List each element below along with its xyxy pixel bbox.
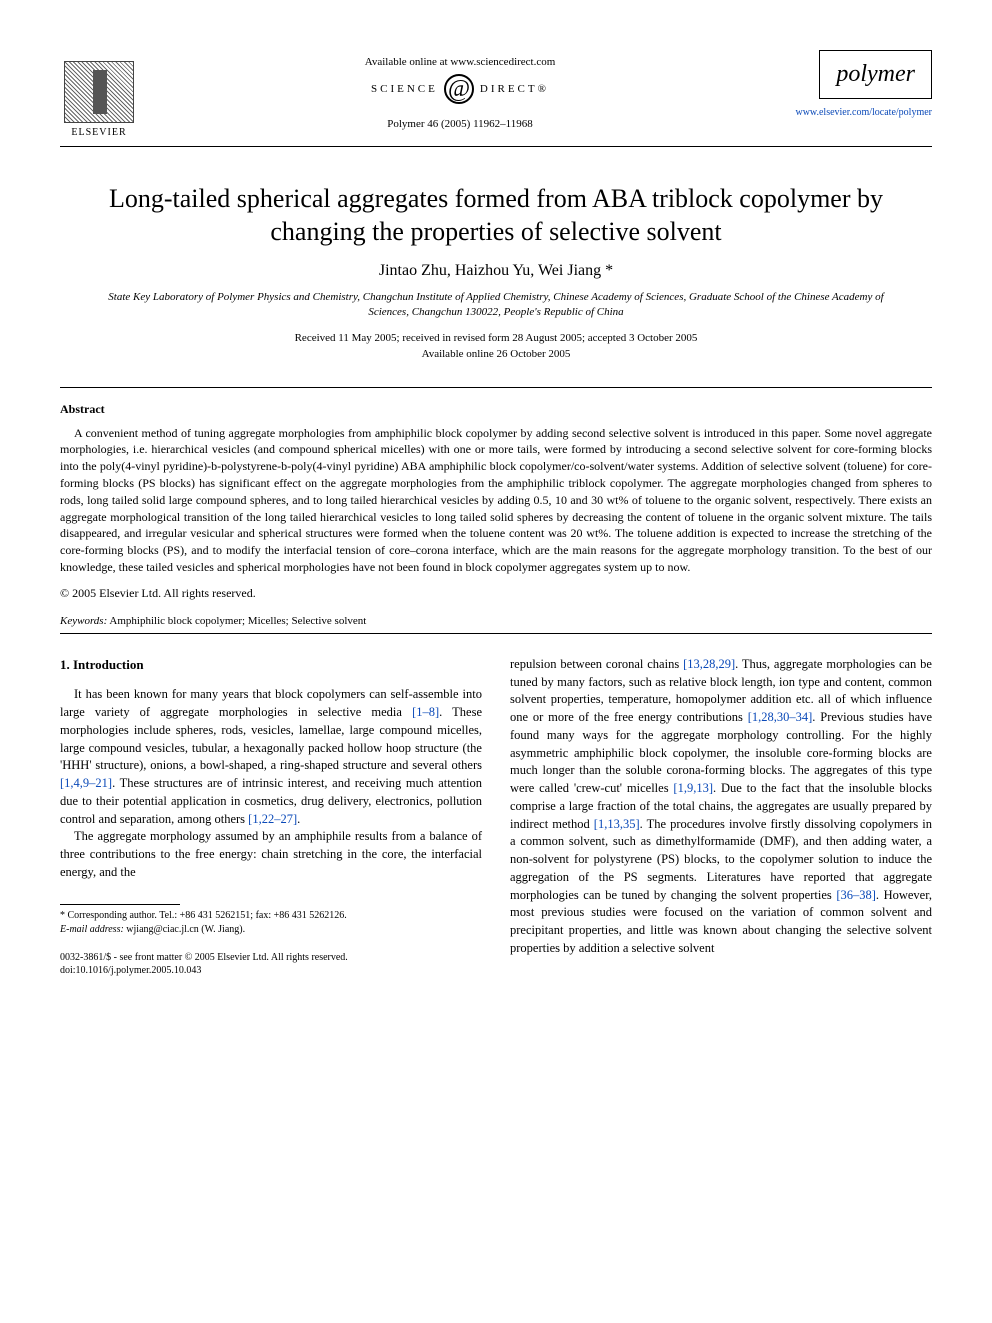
ref-link[interactable]: [1,13,35] — [594, 817, 640, 831]
keywords-rule — [60, 633, 932, 634]
abstract-heading: Abstract — [60, 402, 932, 417]
footer-doi: doi:10.1016/j.polymer.2005.10.043 — [60, 964, 482, 978]
right-column: repulsion between coronal chains [13,28,… — [510, 656, 932, 978]
available-date: Available online 26 October 2005 — [60, 346, 932, 363]
journal-reference: Polymer 46 (2005) 11962–11968 — [138, 118, 782, 130]
corresponding-footnote: * Corresponding author. Tel.: +86 431 52… — [60, 909, 482, 937]
page-footer: 0032-3861/$ - see front matter © 2005 El… — [60, 951, 482, 978]
journal-brand-box: polymer www.elsevier.com/locate/polymer — [782, 50, 932, 118]
body-columns: 1. Introduction It has been known for ma… — [60, 656, 932, 978]
elsevier-logo: ELSEVIER — [60, 50, 138, 138]
abstract-text: A convenient method of tuning aggregate … — [60, 425, 932, 576]
ref-link[interactable]: [1,28,30–34] — [748, 710, 813, 724]
journal-url-link[interactable]: www.elsevier.com/locate/polymer — [782, 107, 932, 118]
header-rule — [60, 146, 932, 147]
sciencedirect-right: DIRECT® — [480, 83, 549, 95]
center-header: Available online at www.sciencedirect.co… — [138, 50, 782, 130]
ref-link[interactable]: [1,9,13] — [673, 781, 713, 795]
elsevier-tree-icon — [64, 61, 134, 123]
intro-heading: 1. Introduction — [60, 656, 482, 674]
abstract-copyright: © 2005 Elsevier Ltd. All rights reserved… — [60, 586, 932, 601]
left-column: 1. Introduction It has been known for ma… — [60, 656, 482, 978]
elsevier-text: ELSEVIER — [71, 127, 126, 138]
sciencedirect-left: SCIENCE — [371, 83, 438, 95]
at-icon: @ — [444, 74, 474, 104]
ref-link[interactable]: [36–38] — [836, 888, 876, 902]
ref-link[interactable]: [1–8] — [412, 705, 439, 719]
article-title: Long-tailed spherical aggregates formed … — [90, 183, 902, 248]
ref-link[interactable]: [13,28,29] — [683, 657, 735, 671]
footer-issn: 0032-3861/$ - see front matter © 2005 El… — [60, 951, 482, 965]
keywords-label: Keywords: — [60, 615, 107, 627]
abstract-body: A convenient method of tuning aggregate … — [60, 425, 932, 576]
email-label: E-mail address: — [60, 924, 124, 935]
journal-name: polymer — [819, 50, 932, 99]
dates: Received 11 May 2005; received in revise… — [60, 330, 932, 363]
affiliation: State Key Laboratory of Polymer Physics … — [100, 290, 892, 320]
intro-para-1: It has been known for many years that bl… — [60, 686, 482, 828]
authors: Jintao Zhu, Haizhou Yu, Wei Jiang * — [60, 262, 932, 280]
footnote-rule — [60, 904, 180, 905]
intro-para-3: repulsion between coronal chains [13,28,… — [510, 656, 932, 958]
keywords: Keywords: Amphiphilic block copolymer; M… — [60, 615, 932, 627]
header-top: ELSEVIER Available online at www.science… — [60, 50, 932, 138]
sciencedirect-logo: SCIENCE @ DIRECT® — [371, 74, 549, 104]
intro-para-2: The aggregate morphology assumed by an a… — [60, 828, 482, 881]
received-date: Received 11 May 2005; received in revise… — [60, 330, 932, 347]
ref-link[interactable]: [1,22–27] — [248, 812, 297, 826]
keywords-text: Amphiphilic block copolymer; Micelles; S… — [107, 615, 366, 627]
available-online-text: Available online at www.sciencedirect.co… — [138, 56, 782, 68]
email-address: wjiang@ciac.jl.cn (W. Jiang). — [124, 924, 245, 935]
ref-link[interactable]: [1,4,9–21] — [60, 776, 112, 790]
corr-author-text: * Corresponding author. Tel.: +86 431 52… — [60, 909, 482, 923]
